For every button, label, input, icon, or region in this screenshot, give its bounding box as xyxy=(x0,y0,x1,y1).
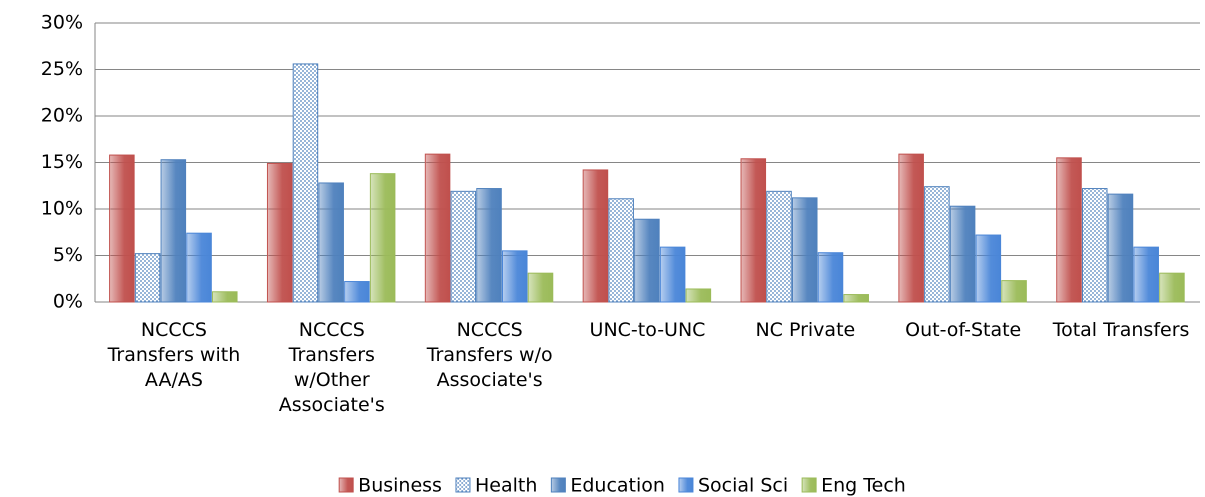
bar xyxy=(740,158,767,303)
y-tick-label: 0% xyxy=(53,291,83,313)
bar xyxy=(634,218,660,303)
bar xyxy=(1159,272,1185,303)
bar xyxy=(898,153,924,303)
y-tick-label: 15% xyxy=(41,151,83,173)
bar xyxy=(292,63,319,303)
bar xyxy=(318,182,344,303)
bar xyxy=(134,253,161,303)
bar xyxy=(1107,193,1134,303)
bar xyxy=(369,173,396,303)
x-tick-label: Total Transfers xyxy=(1052,319,1190,341)
bar xyxy=(791,197,818,303)
x-tick-label: NC Private xyxy=(755,319,856,341)
y-tick-label: 5% xyxy=(53,244,83,266)
bar xyxy=(476,188,502,303)
x-tick-label: Out-of-State xyxy=(905,319,1022,341)
y-tick-label: 20% xyxy=(41,105,83,127)
y-tick-label: 25% xyxy=(41,58,83,80)
bar xyxy=(527,272,554,303)
bar xyxy=(1056,157,1082,303)
bar xyxy=(212,291,238,303)
bar xyxy=(1001,280,1027,303)
bar xyxy=(949,205,976,303)
bar xyxy=(266,162,293,303)
x-tick-label: NCCCS Transfers w/o Associate's xyxy=(426,319,553,391)
bar xyxy=(608,198,634,303)
legend-label: Education xyxy=(570,475,665,497)
legend-swatch xyxy=(678,477,694,493)
bar xyxy=(924,186,950,303)
legend-swatch xyxy=(801,477,817,493)
y-tick-label: 10% xyxy=(41,198,83,220)
bar xyxy=(685,288,712,303)
bar xyxy=(450,190,477,303)
legend-label: Social Sci xyxy=(698,475,788,497)
legend-swatch xyxy=(455,477,471,493)
y-tick-label: 30% xyxy=(41,12,83,34)
legend-label: Eng Tech xyxy=(821,475,906,497)
bar xyxy=(502,250,528,303)
legend-label: Health xyxy=(475,475,537,497)
bar xyxy=(582,169,609,303)
bar xyxy=(975,234,1002,303)
bar xyxy=(1133,246,1159,303)
bar xyxy=(766,190,792,303)
bar xyxy=(817,252,844,303)
bar xyxy=(843,294,869,303)
bar xyxy=(109,154,135,303)
x-tick-label: NCCCS Transfers w/Other Associate's xyxy=(278,319,385,416)
legend: Business Health Education Social Sci Eng Tec… xyxy=(338,475,906,497)
bar xyxy=(186,232,212,303)
x-tick-label: NCCCS Transfers with AA/AS xyxy=(107,319,241,391)
bar xyxy=(160,159,187,303)
legend-label: Business xyxy=(358,475,442,497)
bar xyxy=(659,246,686,303)
legend-swatch xyxy=(338,477,354,493)
legend-swatch xyxy=(550,477,566,493)
bar xyxy=(424,153,451,303)
x-tick-label: UNC-to-UNC xyxy=(589,319,706,341)
bar xyxy=(1081,188,1108,303)
bar xyxy=(344,281,370,303)
